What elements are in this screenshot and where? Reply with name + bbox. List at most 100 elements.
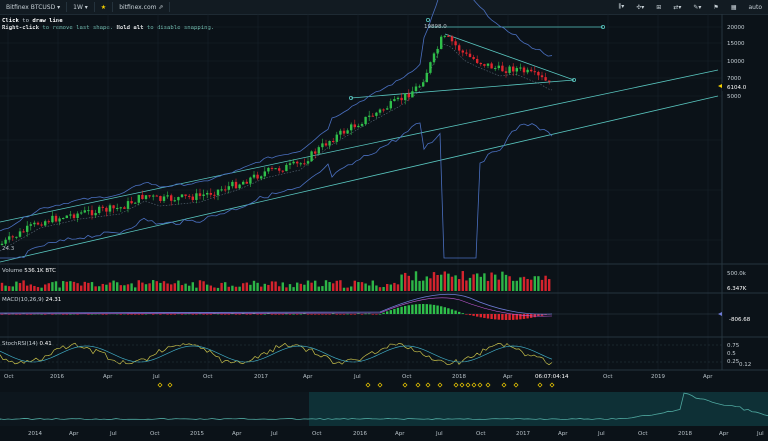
macd-value: 24.31 [45,297,62,303]
toolbar-divider [169,2,171,12]
macd-bar [350,314,353,315]
event-diamond-icon [402,382,408,388]
candle-body [418,86,421,88]
macd-bar [371,314,374,315]
trendline-support[interactable] [350,79,575,99]
candle-body [216,189,220,196]
macd-bar [324,314,328,315]
macd-bar [119,314,122,315]
candle-body [342,130,346,134]
exchange-link[interactable]: bitfinex.com ⇗ [119,3,164,11]
volume-bar [159,282,162,291]
volume-bar [443,271,446,291]
event-markers[interactable] [157,382,555,388]
volume-bar [346,287,349,291]
candle-body [508,66,511,73]
trendline-handle[interactable] [601,24,606,29]
candle-body [357,125,360,128]
macd-bar [465,314,468,315]
macd-bar [494,314,497,320]
volume-bar [540,279,544,291]
volume-bar [447,273,450,291]
draw-pencil-icon[interactable]: ✎▾ [693,3,702,11]
navigator-tick: Oct [150,431,160,437]
chart-type-icon[interactable]: ⫼▾ [618,3,625,10]
volume-bar [508,276,511,291]
volume-current-label: 6.347K [727,286,747,292]
candle-body [411,91,414,98]
candle-body [479,62,482,65]
volume-bar [249,284,252,291]
trendline-handle[interactable] [348,96,353,101]
stoch-d-line [0,345,553,363]
toolbar-divider [66,2,68,12]
alert-bell-icon[interactable]: ⚑ [713,3,719,11]
candle-body [87,210,90,212]
indicators-icon[interactable]: ⇄▾ [673,3,682,11]
volume-bar [270,281,274,291]
candle-body [137,194,140,203]
macd-bar [15,314,18,315]
volume-bar [436,274,439,291]
candle-body [544,77,547,81]
top-toolbar: Bitfinex BTCUSD ▾ 1W ▾ ★ bitfinex.com ⇗ … [0,0,768,15]
candle-body [548,80,551,82]
volume-bar [321,286,324,291]
volume-bar [328,282,331,291]
macd-bar [137,314,140,315]
trendline-handle[interactable] [425,17,430,22]
volume-bar [461,271,464,291]
volume-bar [548,279,551,291]
macd-bar [353,314,356,315]
time-axis[interactable]: Oct 2016 Apr Jul Oct 2017 Apr Jul Oct 20… [4,371,713,380]
macd-bar [278,314,281,315]
stoch-tick: 0.75 [727,343,740,349]
navigator-tick: Apr [69,431,79,437]
macd-bar [213,313,216,315]
candle-body [461,50,464,53]
candle-body [407,93,410,98]
trendline-resistance[interactable] [444,33,575,81]
candle-body [90,210,94,216]
candle-body [18,231,22,237]
candle-body [256,174,259,179]
candle-body [141,194,144,199]
hint-right-click: Right-click [2,25,40,31]
navigator-tick: Jul [109,431,117,437]
macd-bar [522,314,526,319]
candle-body [414,86,418,92]
navigator-selection[interactable] [309,392,768,426]
candle-body [465,52,468,54]
zoom-mode-label[interactable]: auto [748,3,762,11]
macd-bar [339,314,342,315]
trendline-handle[interactable] [572,78,577,83]
event-diamond-icon [465,382,471,388]
volume-bar [501,271,504,291]
crosshair-icon[interactable]: ✣▾ [636,3,645,11]
volume-bar [411,280,414,291]
trendline-upper-channel[interactable] [0,69,719,223]
price-axis[interactable]: 20000 15000 10000 7000 6104.0 5000 19898… [2,24,752,252]
symbol-selector[interactable]: Bitfinex BTCUSD ▾ [6,3,61,11]
volume-bar [18,283,22,291]
interval-selector[interactable]: 1W ▾ [73,3,88,11]
hint-hold-alt: Hold alt [116,25,144,31]
trendlines[interactable] [0,17,719,263]
volume-bar [126,284,130,291]
candle-body [350,124,353,131]
candle-body [447,35,450,37]
trendline-lower-channel[interactable] [0,95,719,263]
volume-bar [364,283,367,291]
macd-bar [8,314,11,315]
event-diamond-icon [437,382,443,388]
favorite-star-icon[interactable]: ★ [100,3,107,11]
settings-icon[interactable]: ▦ [730,3,737,11]
macd-bar [256,314,259,315]
volume-bar [306,280,310,291]
candle-body [288,163,292,165]
volume-bar [47,283,50,291]
zoom-icon[interactable]: ⊞ [656,3,662,11]
navigator-tick: Apr [558,431,568,437]
macd-bar [238,314,241,315]
